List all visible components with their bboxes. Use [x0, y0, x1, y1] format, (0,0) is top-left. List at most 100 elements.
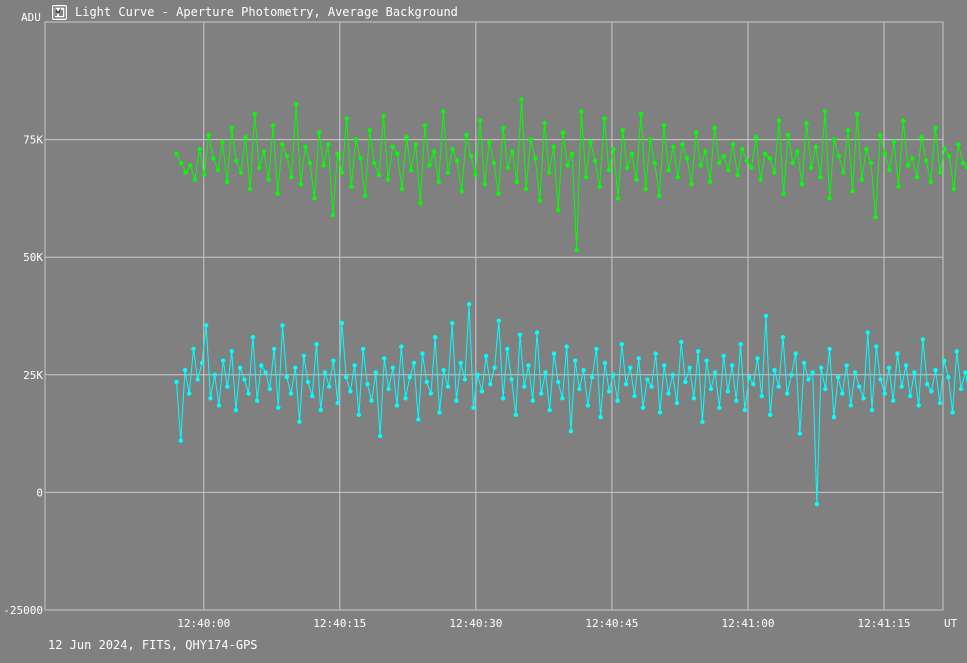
- data-point: [831, 414, 837, 420]
- data-point: [394, 403, 400, 408]
- data-point: [280, 142, 285, 147]
- data-point: [339, 170, 345, 175]
- data-point: [963, 370, 967, 375]
- data-point: [216, 403, 222, 408]
- data-point: [859, 177, 864, 182]
- data-point: [445, 384, 451, 389]
- data-point: [390, 365, 395, 370]
- data-point: [763, 151, 768, 156]
- data-point: [479, 389, 485, 394]
- data-point: [768, 412, 773, 417]
- data-point: [929, 389, 934, 394]
- data-point: [197, 146, 202, 152]
- data-point: [450, 320, 455, 326]
- data-point: [464, 132, 469, 138]
- data-point: [704, 358, 709, 363]
- data-point: [310, 393, 315, 399]
- data-point: [514, 179, 520, 185]
- data-point: [823, 386, 828, 392]
- data-point: [270, 123, 276, 128]
- data-point: [517, 332, 523, 337]
- data-point: [905, 163, 910, 168]
- data-point: [887, 168, 892, 173]
- data-point: [403, 396, 408, 401]
- data-point: [297, 419, 302, 424]
- data-point: [649, 384, 654, 389]
- data-point: [229, 125, 234, 130]
- data-point: [806, 377, 811, 382]
- data-point: [903, 363, 909, 368]
- data-point: [420, 351, 425, 356]
- data-point: [954, 349, 959, 354]
- data-point: [284, 153, 290, 159]
- data-point: [254, 398, 260, 403]
- data-point: [835, 375, 841, 380]
- data-point: [772, 170, 777, 175]
- data-point: [786, 132, 791, 138]
- data-point: [404, 135, 409, 140]
- data-point: [675, 175, 680, 180]
- data-point: [666, 391, 671, 396]
- data-point: [896, 184, 901, 189]
- data-point: [344, 375, 349, 380]
- data-point: [431, 149, 437, 154]
- data-point: [662, 363, 667, 368]
- data-point: [482, 182, 487, 187]
- data-point: [634, 177, 639, 182]
- data-point: [827, 196, 832, 201]
- data-point: [399, 186, 405, 192]
- data-point: [878, 132, 883, 138]
- data-point: [522, 384, 527, 389]
- data-point: [818, 365, 824, 370]
- data-point: [694, 130, 699, 135]
- x-tick-label: 12:40:45: [585, 617, 638, 630]
- data-point: [195, 377, 200, 382]
- data-point: [418, 200, 423, 206]
- data-point: [252, 111, 257, 116]
- data-point: [620, 128, 625, 133]
- data-point: [428, 391, 434, 396]
- data-point: [519, 97, 524, 102]
- data-point: [640, 405, 646, 410]
- data-point: [602, 116, 607, 121]
- data-point: [510, 149, 515, 154]
- data-point: [721, 353, 726, 359]
- data-point: [560, 396, 565, 401]
- data-point: [882, 151, 887, 156]
- data-point: [411, 360, 417, 366]
- data-point: [211, 156, 216, 161]
- x-tick-label: 12:40:30: [449, 617, 502, 630]
- data-point: [187, 391, 192, 396]
- data-point: [556, 208, 561, 213]
- data-point: [220, 139, 225, 145]
- data-point: [229, 349, 234, 354]
- data-point: [335, 151, 340, 156]
- data-point: [712, 125, 717, 130]
- data-point: [288, 391, 294, 396]
- data-point: [874, 344, 879, 349]
- data-point: [598, 414, 603, 420]
- data-point: [560, 130, 566, 135]
- data-point: [454, 158, 460, 163]
- data-point: [648, 137, 653, 142]
- data-point: [330, 212, 336, 218]
- data-point: [416, 417, 421, 422]
- data-point: [891, 398, 896, 403]
- data-point: [850, 189, 855, 194]
- data-point: [526, 363, 531, 368]
- data-point: [533, 156, 538, 161]
- data-point: [916, 403, 921, 408]
- data-point: [813, 144, 818, 149]
- light-curve-app-icon[interactable]: [52, 4, 67, 20]
- data-point: [436, 179, 441, 185]
- data-point: [537, 198, 543, 203]
- data-point: [845, 128, 851, 133]
- data-point: [683, 379, 688, 385]
- data-point: [293, 102, 299, 107]
- data-point: [749, 165, 754, 170]
- data-point: [947, 153, 952, 159]
- data-point: [925, 382, 930, 387]
- data-point: [809, 165, 814, 170]
- data-point: [551, 351, 557, 356]
- data-point: [477, 118, 483, 124]
